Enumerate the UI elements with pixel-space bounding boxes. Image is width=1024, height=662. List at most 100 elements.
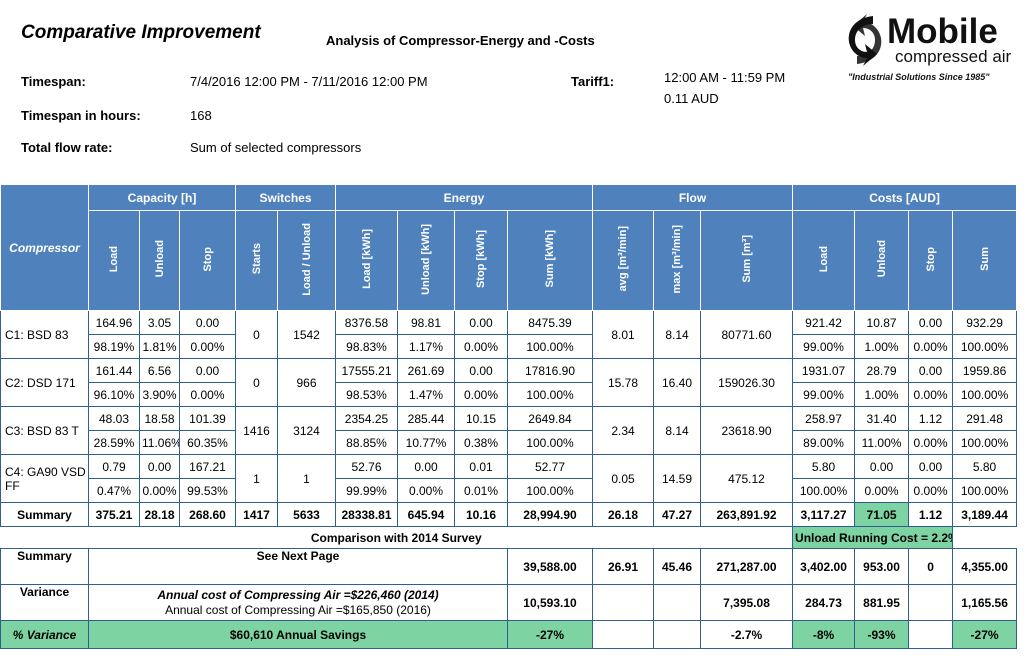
table-cell: 0.00% (397, 478, 455, 503)
col-header-cost-stop: Stop (908, 210, 954, 311)
table-cell: 0.00 (397, 454, 455, 479)
table-cell: 39,588.00 (507, 548, 593, 585)
table-cell: 99.00% (792, 334, 856, 359)
table-cell: 921.42 (792, 310, 856, 335)
comparison-title: Comparison with 2014 Survey (310, 530, 482, 545)
compressor-name: C3: BSD 83 T (0, 406, 89, 455)
table-cell: 15.78 (592, 358, 654, 407)
table-cell: 11.00% (854, 430, 910, 455)
capacity-group-header: Capacity [h] (88, 184, 236, 211)
table-cell: 28.79 (854, 358, 910, 383)
table-cell: 1,165.56 (952, 584, 1018, 621)
col-header-load-kwh: Load [kWh] (335, 210, 398, 311)
table-cell: 80771.60 (699, 310, 794, 359)
table-cell: 28338.81 (335, 502, 398, 527)
costs-group-header: Costs [AUD] (792, 184, 1018, 211)
col-header-max-flow: max [m³/min] (653, 210, 701, 311)
table-cell: 0.00% (908, 478, 954, 503)
compressor-name: C4: GA90 VSD FF (0, 454, 89, 503)
table-cell: 8376.58 (335, 310, 398, 335)
table-cell: 1416 (235, 406, 278, 455)
table-cell: 28,994.90 (507, 502, 593, 527)
table-cell: 100.00% (952, 478, 1018, 503)
table-cell: 167.21 (179, 454, 236, 479)
tariff-time: 12:00 AM - 11:59 PM (664, 70, 786, 85)
table-cell: 17816.90 (507, 358, 593, 383)
table-cell: 14.59 (653, 454, 701, 503)
table-cell: 0.01 (454, 454, 508, 479)
col-header-sum-flow: Sum [m³] (699, 210, 794, 311)
timespan-hours-label: Timespan in hours: (21, 108, 141, 123)
pct-variance-row: % Variance $60,610 Annual Savings -27% -… (0, 620, 1018, 649)
col-header-avg-flow: avg [m³/min] (592, 210, 654, 311)
table-cell: 17555.21 (335, 358, 398, 383)
table-cell: 48.03 (88, 406, 140, 431)
table-cell: 10.15 (454, 406, 508, 431)
table-cell: 159026.30 (699, 358, 794, 407)
page-subtitle: Analysis of Compressor-Energy and -Costs (326, 33, 595, 48)
logo-subtitle: compressed air (895, 47, 1012, 66)
pct-variance-label: % Variance (0, 620, 89, 649)
col-header-cost-load: Load (792, 210, 856, 311)
table-cell: 4,355.00 (952, 548, 1018, 585)
table-row: 28.59% 11.06% 60.35% 88.85% 10.77% 0.38%… (1, 430, 1018, 455)
table-cell: -93% (854, 620, 910, 649)
table-cell: 100.00% (952, 334, 1018, 359)
table-cell: 1959.86 (952, 358, 1018, 383)
table-cell (908, 620, 954, 649)
table-cell: 10.16 (454, 502, 508, 527)
table-cell: 1.00% (854, 334, 910, 359)
table-cell: 47.27 (653, 502, 701, 527)
table-cell: 100.00% (507, 430, 593, 455)
table-cell: 0 (908, 548, 954, 585)
logo-brand: Mobile (887, 12, 998, 51)
compressor-name: C2: DSD 171 (0, 358, 89, 407)
table-cell: 98.81 (397, 310, 455, 335)
table-cell: 2354.25 (335, 406, 398, 431)
table-cell: 0.05 (592, 454, 654, 503)
table-cell: 1.47% (397, 382, 455, 407)
table-cell: 0.00 (179, 358, 236, 383)
table-cell: 0.00% (908, 382, 954, 407)
table-cell: 475.12 (699, 454, 794, 503)
table-cell: -27% (507, 620, 593, 649)
table-cell: 26.91 (592, 548, 654, 585)
table-cell: 8475.39 (507, 310, 593, 335)
survey-summary-row: Summary See Next Page 39,588.00 26.91 45… (0, 548, 1018, 585)
table-cell: 1.00% (854, 382, 910, 407)
table-cell: 3,117.27 (792, 502, 856, 527)
table-cell: 0.00 (854, 454, 910, 479)
table-cell: 1542 (277, 310, 336, 359)
table-cell: 0.00 (908, 454, 954, 479)
annual-cost-2016: Annual cost of Compressing Air =$165,850… (165, 602, 431, 617)
table-cell: 1417 (235, 502, 278, 527)
survey-summary-note: See Next Page (88, 548, 508, 585)
page-title: Comparative Improvement (21, 22, 261, 43)
table-cell: 1.81% (139, 334, 180, 359)
table-cell: 258.97 (792, 406, 856, 431)
table-cell: 0.79 (88, 454, 140, 479)
table-cell: 28.18 (139, 502, 180, 527)
table-cell: -8% (792, 620, 856, 649)
table-cell: 0.00% (908, 334, 954, 359)
col-header-load-unload: Load / Unload (277, 210, 336, 311)
table-cell: 28.59% (88, 430, 140, 455)
table-cell: 1931.07 (792, 358, 856, 383)
col-header-sum-kwh: Sum [kWh] (507, 210, 593, 311)
survey-summary-label: Summary (0, 548, 89, 585)
compressor-header: Compressor (0, 184, 89, 311)
table-cell: 23618.90 (699, 406, 794, 455)
table-cell: 8.01 (592, 310, 654, 359)
table-cell: 5633 (277, 502, 336, 527)
table-cell-highlight: 71.05 (854, 502, 910, 527)
variance-label: Variance (0, 584, 89, 621)
table-cell: 6.56 (139, 358, 180, 383)
table-row: C1: BSD 83 164.96 3.05 0.00 0 1542 8376.… (0, 310, 1018, 359)
table-cell: 0.00% (454, 334, 508, 359)
compressor-name: C1: BSD 83 (0, 310, 89, 359)
table-cell: 0.00 (139, 454, 180, 479)
summary-label: Summary (0, 502, 89, 527)
table-cell: 10.77% (397, 430, 455, 455)
table-cell: 100.00% (792, 478, 856, 503)
table-cell: 0.00% (179, 334, 236, 359)
